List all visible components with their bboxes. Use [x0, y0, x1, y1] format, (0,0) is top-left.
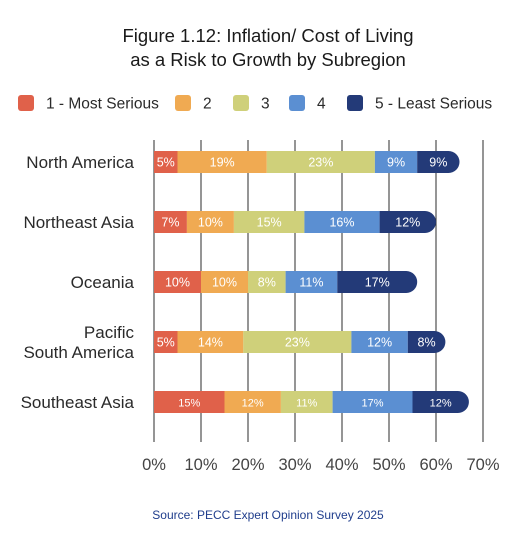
bar-data-label: 8%	[418, 336, 436, 350]
chart-data-labels: 5% 19% 23% 9% 9% 7% 10% 15% 16% 12% 10% 10% 8% 11% 17%…	[157, 156, 452, 410]
chart-bars	[154, 151, 469, 413]
bar-data-label: 11%	[296, 398, 317, 410]
legend-label: 2	[203, 96, 212, 113]
bar-data-label: 15%	[178, 398, 200, 410]
bar-segment	[374, 151, 418, 173]
bar-data-label: 23%	[308, 156, 333, 170]
bar-data-label: 5%	[157, 156, 175, 170]
bar-segment	[280, 391, 333, 413]
bar-data-label: 16%	[329, 216, 354, 230]
x-tick-label: 60%	[419, 456, 452, 474]
bar-data-label: 19%	[210, 156, 235, 170]
bar-data-label: 12%	[367, 336, 392, 350]
bar-data-label: 7%	[161, 216, 179, 230]
chart-title: Figure 1.12: Inflation/ Cost of Living a…	[122, 25, 413, 70]
bar-data-label: 14%	[198, 336, 223, 350]
category-label: Southeast Asia	[21, 393, 135, 412]
bar-data-label: 9%	[429, 156, 447, 170]
chart-title-line-1: Figure 1.12: Inflation/ Cost of Living	[122, 25, 413, 46]
legend-swatch	[347, 95, 363, 111]
chart-category-labels: North America Northeast Asia Oceania Pacifi…	[21, 153, 135, 412]
legend-label: 5 - Least Serious	[375, 96, 492, 113]
legend-label: 4	[317, 96, 326, 113]
bar-segment	[417, 151, 460, 173]
bar-data-label: 5%	[157, 336, 175, 350]
bar-data-label: 10%	[212, 276, 237, 290]
category-label: South America	[23, 343, 134, 362]
legend-label: 3	[261, 96, 270, 113]
x-tick-label: 40%	[325, 456, 358, 474]
x-tick-label: 70%	[466, 456, 499, 474]
bar-segment	[285, 271, 338, 293]
bar-segment	[177, 151, 267, 173]
bar-data-label: 15%	[257, 216, 282, 230]
x-tick-label: 30%	[278, 456, 311, 474]
legend-swatch	[289, 95, 305, 111]
bar-segment	[266, 151, 375, 173]
bar-segment	[224, 391, 281, 413]
bar-segment	[248, 271, 286, 293]
bar-segment	[351, 331, 408, 353]
bar-segment	[407, 331, 446, 353]
bar-segment	[154, 391, 225, 413]
x-tick-label: 0%	[142, 456, 166, 474]
x-tick-label: 10%	[184, 456, 217, 474]
chart-source-note: Source: PECC Expert Opinion Survey 2025	[152, 508, 384, 522]
bar-data-label: 11%	[299, 276, 323, 290]
x-tick-label: 20%	[231, 456, 264, 474]
legend-swatch	[233, 95, 249, 111]
bar-segment	[154, 151, 178, 173]
bar-data-label: 10%	[198, 216, 223, 230]
bar-data-label: 12%	[242, 398, 264, 410]
bar-segment	[379, 211, 436, 233]
bar-segment	[154, 211, 187, 233]
bar-segment	[337, 271, 418, 293]
bar-data-label: 9%	[387, 156, 405, 170]
bar-data-label: 17%	[362, 398, 384, 410]
x-tick-label: 50%	[372, 456, 405, 474]
bar-segment	[332, 391, 413, 413]
bar-segment	[154, 331, 178, 353]
category-label: North America	[26, 153, 134, 172]
bar-segment	[304, 211, 380, 233]
category-label: Northeast Asia	[23, 213, 134, 232]
bar-segment	[243, 331, 352, 353]
bar-segment	[186, 211, 234, 233]
legend-label: 1 - Most Serious	[46, 96, 159, 113]
legend-swatch	[175, 95, 191, 111]
bar-segment	[177, 331, 244, 353]
bar-data-label: 8%	[258, 276, 276, 290]
category-label: Oceania	[71, 273, 135, 292]
legend-swatch	[18, 95, 34, 111]
bar-segment	[233, 211, 305, 233]
bar-data-label: 12%	[430, 398, 452, 410]
bar-data-label: 17%	[365, 276, 390, 290]
bar-data-label: 10%	[165, 276, 190, 290]
bar-data-label: 12%	[395, 216, 420, 230]
bar-segment	[201, 271, 248, 293]
category-label: Pacific	[84, 323, 135, 342]
chart-legend: 1 - Most Serious 2 3 4 5 - Least Serious	[18, 95, 492, 113]
bar-segment	[154, 271, 201, 293]
bar-data-label: 23%	[285, 336, 310, 350]
chart-x-axis-ticks: 0% 10% 20% 30% 40% 50% 60% 70%	[142, 456, 500, 474]
chart-title-line-2: as a Risk to Growth by Subregion	[130, 49, 406, 70]
bar-segment	[412, 391, 469, 413]
